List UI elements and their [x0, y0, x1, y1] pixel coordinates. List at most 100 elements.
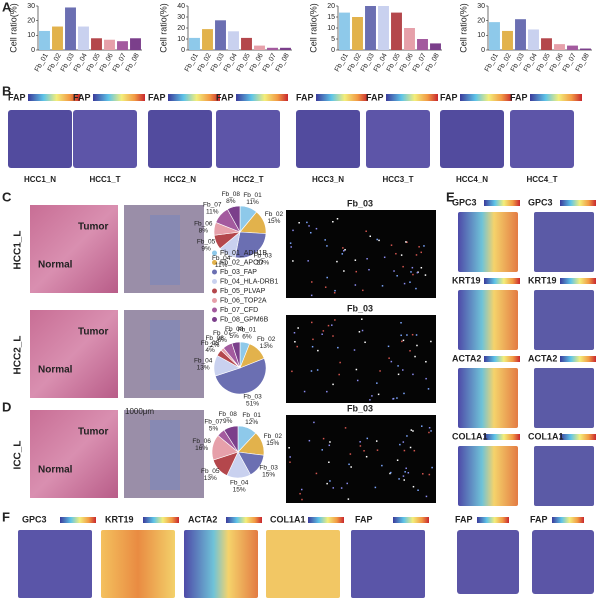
bar	[78, 26, 89, 50]
bar	[267, 47, 278, 50]
image-panel	[326, 245, 328, 247]
y-tick-label: 20	[477, 18, 485, 25]
image-panel	[334, 289, 336, 292]
y-tick-label: 20	[177, 25, 185, 32]
image-panel	[286, 315, 436, 403]
colorbar-title: FAP	[216, 92, 234, 102]
image-panel	[458, 290, 518, 350]
image-panel	[405, 467, 407, 470]
pie-slice	[214, 358, 267, 395]
bar	[541, 38, 552, 50]
image-panel	[168, 94, 220, 101]
image-panel	[346, 482, 348, 485]
panel-label: E	[446, 189, 455, 204]
image-panel	[289, 456, 291, 458]
image-panel	[420, 425, 423, 427]
slice-name: Fb_01	[243, 192, 262, 199]
image-panel	[423, 245, 425, 247]
slice-label: 11%	[206, 209, 219, 216]
gene-label: COL1A1	[270, 514, 306, 524]
image-panel	[292, 260, 294, 262]
image-panel	[289, 242, 292, 244]
image-panel	[150, 215, 180, 285]
gene-label: ACTA2	[452, 353, 481, 363]
image-panel	[530, 94, 582, 101]
image-panel	[311, 281, 313, 283]
legend-entry: Fb_03_FAP	[220, 269, 257, 276]
pie-slice	[234, 231, 267, 259]
region-label: Normal	[38, 260, 73, 271]
image-panel	[377, 393, 380, 396]
y-tick-label: 30	[477, 3, 485, 10]
image-panel	[403, 479, 405, 481]
row-label: ICC_L	[13, 441, 24, 470]
image-panel	[30, 410, 118, 498]
image-panel	[313, 421, 315, 424]
image-panel	[317, 349, 319, 352]
image-panel	[402, 475, 405, 477]
legend-entry: Fb_04_HLA-DRB1	[220, 278, 278, 285]
image-panel	[308, 517, 344, 523]
image-panel	[296, 345, 298, 348]
image-panel	[292, 229, 294, 232]
image-panel	[332, 335, 334, 337]
bar	[241, 37, 252, 50]
image-panel	[415, 254, 418, 256]
slice-label: 13%	[204, 475, 217, 482]
gene-label: ACTA2	[188, 514, 217, 524]
pie-slice	[231, 341, 241, 369]
image-panel	[412, 485, 415, 488]
colorbar-title: FAP	[440, 92, 458, 102]
image-panel	[354, 284, 357, 286]
image-panel	[440, 110, 504, 168]
y-tick-label: 0	[481, 47, 485, 54]
cluster-label: Fb_03	[347, 303, 373, 313]
image-panel	[388, 357, 390, 359]
image-panel	[289, 461, 291, 463]
image-panel	[411, 266, 414, 269]
image-panel	[322, 437, 325, 440]
image-panel	[306, 221, 308, 224]
cluster-label: Fb_03	[347, 403, 373, 413]
slice-name: Fb_05	[197, 239, 216, 246]
bar	[117, 41, 128, 50]
image-panel	[404, 471, 406, 473]
image-panel	[363, 450, 365, 452]
image-panel	[402, 339, 405, 342]
image-panel	[403, 392, 405, 395]
image-panel	[60, 517, 96, 523]
image-panel	[216, 110, 280, 168]
legend-entry: Fb_07_CFD	[220, 307, 258, 314]
sample-label: HCC1_N	[24, 175, 56, 184]
image-panel	[400, 254, 403, 256]
image-panel	[403, 449, 406, 452]
bar	[404, 28, 415, 50]
bar	[52, 26, 63, 50]
image-panel	[30, 205, 118, 293]
image-panel	[374, 486, 377, 489]
image-panel	[484, 278, 520, 284]
image-panel	[420, 266, 423, 269]
image-panel	[329, 480, 331, 482]
gene-label: GPC3	[528, 197, 553, 207]
bar	[502, 30, 513, 50]
image-panel	[396, 459, 399, 461]
image-panel	[407, 472, 410, 474]
image-panel	[212, 260, 217, 265]
panel-label: B	[2, 83, 11, 98]
image-panel	[379, 370, 381, 372]
image-panel	[364, 341, 366, 344]
gene-label: KRT19	[105, 514, 134, 524]
panel-label: D	[2, 399, 11, 414]
gene-label: ACTA2	[528, 353, 557, 363]
x-tick-label: Fb_08	[425, 52, 441, 73]
image-panel	[8, 110, 72, 168]
legend-entry: Fb_06_TOP2A	[220, 297, 267, 304]
slice-name: Fb_02	[257, 336, 276, 343]
gene-label: GPC3	[22, 514, 47, 524]
region-label: Tumor	[78, 427, 108, 438]
slice-name: Fb_02	[265, 211, 284, 218]
image-panel	[311, 345, 314, 348]
image-panel	[28, 94, 80, 101]
